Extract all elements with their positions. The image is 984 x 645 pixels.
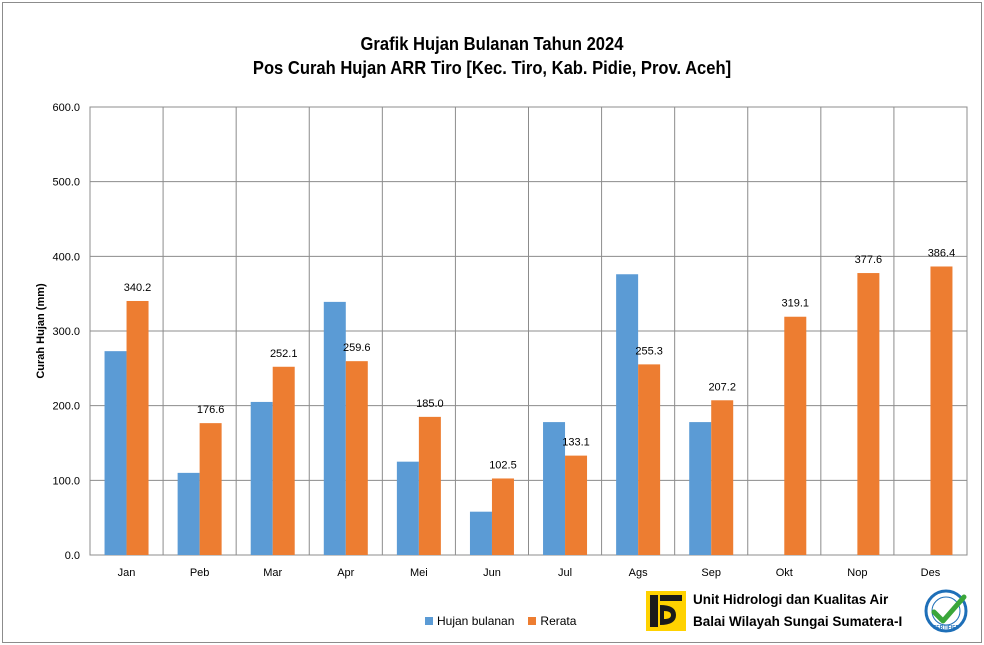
y-tick-labels: 0.0 100.0 200.0 300.0 400.0 500.0 600.0 (52, 102, 80, 562)
data-label-rerata: 252.1 (270, 348, 298, 360)
bar-rerata (345, 361, 368, 555)
bar-rerata (565, 455, 588, 555)
bar-hujan-bulanan (689, 422, 712, 555)
bar-hujan-bulanan (177, 472, 200, 555)
bar-rerata (711, 400, 734, 555)
data-label-rerata: 176.6 (197, 404, 225, 416)
data-label-rerata: 102.5 (489, 459, 517, 471)
x-tick-label: Okt (776, 567, 793, 579)
legend-item-hujan-bulanan: Hujan bulanan (425, 614, 514, 628)
legend-label-hujan-bulanan: Hujan bulanan (437, 614, 515, 628)
legend-swatch-hujan-bulanan (425, 617, 433, 625)
legend-swatch-rerata (528, 617, 537, 625)
x-tick-label: Jul (558, 567, 572, 579)
data-label-rerata: 340.2 (124, 282, 152, 294)
data-label-rerata: 377.6 (855, 254, 883, 266)
legend-item-rerata: Rerata (528, 614, 576, 628)
bar-rerata (930, 266, 953, 555)
x-tick-label: Nop (847, 567, 867, 579)
data-label-rerata: 386.4 (928, 247, 956, 259)
y-tick-label: 0.0 (65, 550, 80, 562)
x-tick-label: Jan (118, 567, 136, 579)
data-label-rerata: 259.6 (343, 342, 371, 354)
grid-lines (89, 106, 968, 556)
y-tick-label: 400.0 (52, 251, 80, 263)
pupr-logo-icon (646, 591, 686, 631)
cert-text: CERTIFIED (933, 625, 960, 631)
chart-title: Grafik Hujan Bulanan Tahun 2024 (360, 34, 624, 54)
y-tick-label: 100.0 (52, 475, 80, 487)
data-label-rerata: 133.1 (562, 437, 590, 449)
y-tick-label: 200.0 (52, 401, 80, 413)
x-tick-label: Ags (629, 567, 648, 579)
plot-area-border (89, 106, 968, 556)
data-label-rerata: 255.3 (635, 345, 663, 357)
x-tick-label: Mar (263, 567, 282, 579)
bar-hujan-bulanan (469, 511, 492, 555)
legend-label-rerata: Rerata (540, 614, 577, 628)
y-tick-label: 600.0 (52, 102, 80, 114)
org-line-1: Unit Hidrologi dan Kualitas Air (693, 592, 889, 607)
x-tick-label: Sep (701, 567, 721, 579)
bar-hujan-bulanan (323, 301, 346, 555)
data-label-rerata: 207.2 (708, 381, 736, 393)
data-label-rerata: 319.1 (782, 298, 810, 310)
x-tick-label: Peb (190, 567, 210, 579)
bar-rerata (126, 300, 149, 555)
x-tick-labels: Jan Peb Mar Apr Mei Jun Jul Ags Sep Okt Nop Des (118, 567, 941, 579)
bar-hujan-bulanan (616, 274, 639, 555)
x-tick-label: Des (921, 567, 941, 579)
y-axis-label: Curah Hujan (mm) (35, 283, 47, 379)
bar-rerata (784, 316, 807, 555)
bar-hujan-bulanan (543, 422, 566, 555)
y-tick-label: 300.0 (52, 326, 80, 338)
y-tick-label: 500.0 (52, 177, 80, 189)
bar-rerata (418, 416, 441, 555)
bar-rerata (272, 366, 295, 555)
bars (104, 266, 953, 555)
bar-rerata (491, 478, 514, 555)
bar-hujan-bulanan (250, 401, 273, 555)
data-labels: 340.2 176.6 252.1 259.6 185.0 102.5 133.1 255.3… (124, 247, 955, 471)
x-tick-label: Apr (337, 567, 354, 579)
data-label-rerata: 185.0 (416, 398, 444, 410)
bar-rerata (199, 423, 222, 555)
bar-hujan-bulanan (104, 351, 127, 555)
x-tick-label: Mei (410, 567, 428, 579)
bar-hujan-bulanan (396, 461, 419, 555)
bar-rerata (857, 273, 880, 555)
chart-subtitle: Pos Curah Hujan ARR Tiro [Kec. Tiro, Kab… (252, 58, 732, 78)
org-line-2: Balai Wilayah Sungai Sumatera-I (693, 614, 903, 629)
iso-certified-badge-icon: CERTIFIED (924, 589, 968, 633)
bar-rerata (638, 364, 661, 555)
legend: Hujan bulanan Rerata (425, 614, 590, 628)
x-tick-label: Jun (483, 567, 501, 579)
